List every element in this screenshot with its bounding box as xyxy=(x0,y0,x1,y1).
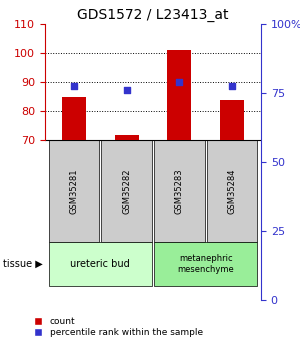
Point xyxy=(124,88,129,93)
Bar xyxy=(62,97,86,140)
Title: GDS1572 / L23413_at: GDS1572 / L23413_at xyxy=(77,8,229,22)
Text: metanephric
mesenchyme: metanephric mesenchyme xyxy=(177,254,234,274)
Bar xyxy=(154,140,205,242)
Point xyxy=(177,79,182,85)
Text: GSM35284: GSM35284 xyxy=(227,168,236,214)
Bar xyxy=(207,140,257,242)
Text: GSM35282: GSM35282 xyxy=(122,168,131,214)
Bar xyxy=(101,140,152,242)
Bar xyxy=(115,135,139,140)
Point xyxy=(230,83,234,89)
Text: GSM35281: GSM35281 xyxy=(70,168,79,214)
Text: ureteric bud: ureteric bud xyxy=(70,259,130,269)
Bar xyxy=(220,100,244,140)
Text: tissue ▶: tissue ▶ xyxy=(3,259,42,269)
Text: GSM35283: GSM35283 xyxy=(175,168,184,214)
Bar xyxy=(49,140,99,242)
Bar xyxy=(167,50,191,140)
Point xyxy=(72,83,76,89)
Bar xyxy=(154,242,257,286)
Bar xyxy=(49,242,152,286)
Legend: count, percentile rank within the sample: count, percentile rank within the sample xyxy=(26,314,207,341)
